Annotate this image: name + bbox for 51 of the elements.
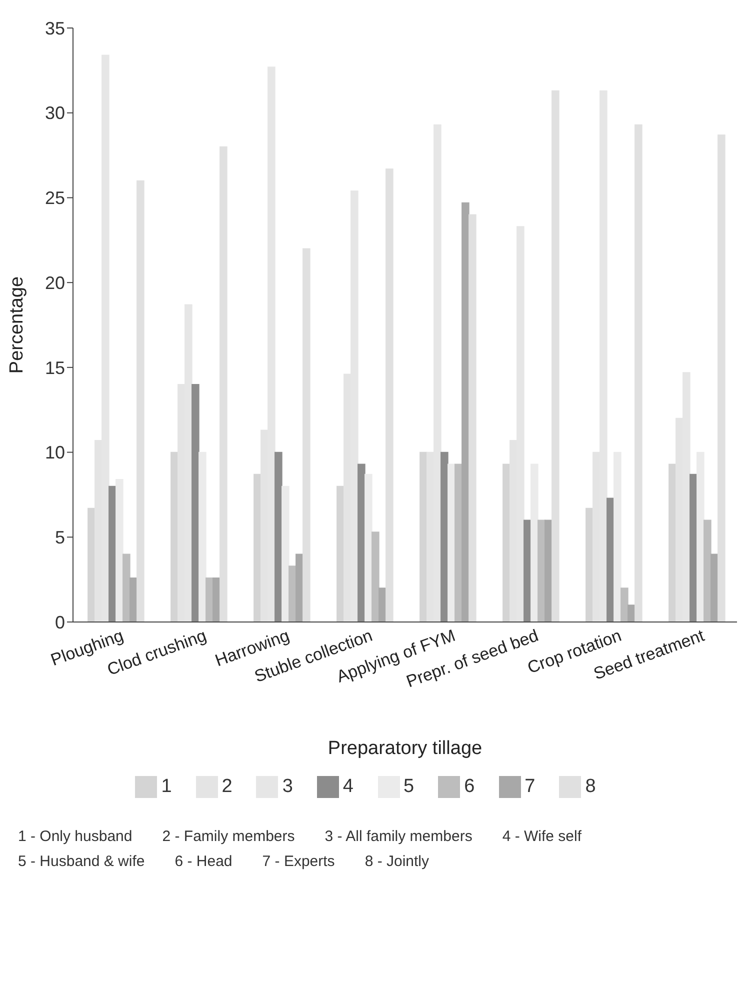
y-tick-label: 5 xyxy=(54,528,65,548)
bar xyxy=(364,474,372,622)
legend-label: 8 xyxy=(585,776,596,797)
text: 3 - All family members xyxy=(324,828,472,845)
bar xyxy=(372,532,380,622)
bar xyxy=(704,520,712,622)
y-tick-label: 25 xyxy=(44,188,65,208)
bar xyxy=(274,452,282,622)
bar xyxy=(468,214,476,622)
y-tick-label: 30 xyxy=(44,103,65,124)
bar xyxy=(718,134,726,622)
y-tick-label: 15 xyxy=(44,358,65,378)
bar xyxy=(282,486,290,622)
bar xyxy=(198,452,206,622)
bar xyxy=(192,384,200,622)
bar xyxy=(696,452,704,622)
bar xyxy=(462,202,470,622)
text: 8 - Jointly xyxy=(364,853,430,870)
text: 7 - Experts xyxy=(262,853,335,870)
y-tick-label: 20 xyxy=(44,272,65,293)
legend-label: 7 xyxy=(524,776,536,797)
bar xyxy=(122,554,130,622)
bar xyxy=(358,464,366,622)
bar xyxy=(606,498,614,622)
y-tick-label: 10 xyxy=(44,442,65,463)
bar xyxy=(530,464,538,622)
legend-label: 5 xyxy=(404,776,414,797)
text: 5 - Husband & wife xyxy=(18,853,145,870)
y-tick-label: 35 xyxy=(44,18,65,38)
bar xyxy=(136,180,144,622)
text: 6 - Head xyxy=(174,853,232,870)
bar xyxy=(220,146,228,622)
bar xyxy=(302,248,310,622)
bar xyxy=(552,90,560,622)
bar xyxy=(614,452,622,622)
bar xyxy=(634,124,642,622)
bar xyxy=(440,452,448,622)
text: 4 - Wife self xyxy=(502,828,582,845)
x-axis-title: Preparatory tillage xyxy=(328,738,482,759)
legend-label: 4 xyxy=(342,776,354,797)
legend-label: 1 xyxy=(161,776,172,797)
text: 2 - Family members xyxy=(162,828,295,845)
legend-label: 2 xyxy=(222,776,232,797)
legend-label: 3 xyxy=(282,776,293,797)
bar xyxy=(620,588,628,622)
legend-label: 6 xyxy=(464,776,475,797)
y-axis-title: Percentage xyxy=(6,276,28,374)
text: 1 - Only husband xyxy=(18,828,132,845)
bar xyxy=(386,168,394,622)
y-tick-label: 0 xyxy=(54,612,65,632)
bar xyxy=(116,479,124,622)
